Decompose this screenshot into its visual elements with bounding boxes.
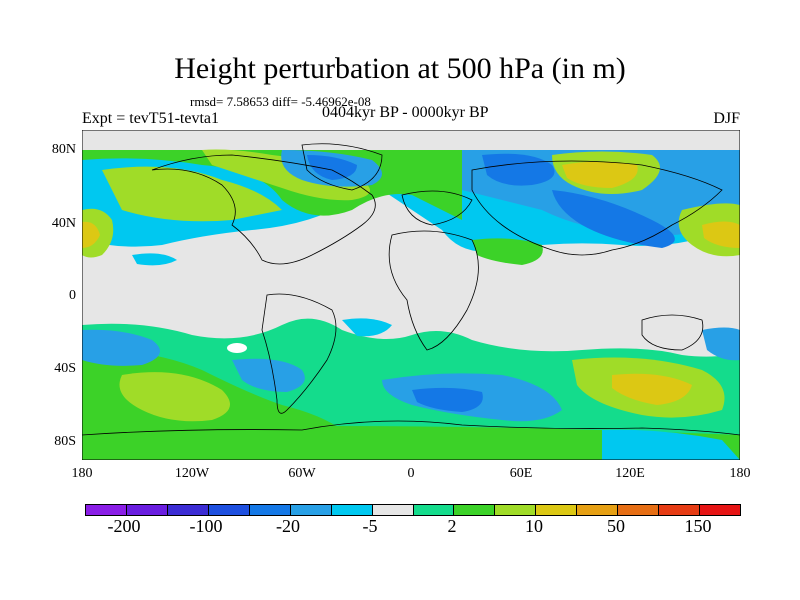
colorbar-label: 150 [684, 516, 712, 536]
colorbar-label: 2 [447, 516, 457, 536]
colorbar-swatch [372, 505, 414, 515]
colorbar-swatch [700, 505, 740, 515]
colorbar-swatch [413, 505, 455, 515]
contour-fill-south [82, 318, 740, 460]
colorbar [85, 504, 741, 516]
colorbar-swatch [167, 505, 209, 515]
colorbar-label: 50 [607, 516, 625, 536]
lon-label: 120W [174, 466, 210, 481]
plot-title: Height perturbation at 500 hPa (in m) [174, 52, 626, 85]
lat-label: 40S [54, 361, 76, 376]
colorbar-swatch [290, 505, 332, 515]
lon-label: 180 [71, 466, 93, 481]
lon-label: 60W [288, 466, 316, 481]
lon-label: 120E [615, 466, 645, 481]
lon-label: 180 [729, 466, 751, 481]
lat-label: 40N [51, 216, 76, 231]
coastlines [82, 143, 740, 436]
lat-label: 80S [54, 434, 76, 449]
colorbar-swatch [618, 505, 660, 515]
contour-map [82, 130, 740, 460]
colorbar-swatch [577, 505, 619, 515]
colorbar-swatch [659, 505, 701, 515]
colorbar-swatch [86, 505, 127, 515]
lon-label: 0 [407, 466, 415, 481]
experiment-label: Expt = tevT51-tevta1 [82, 110, 219, 127]
colorbar-swatch [536, 505, 578, 515]
colorbar-label: -200 [107, 516, 141, 536]
colorbar-swatch [249, 505, 291, 515]
lon-label: 60E [509, 466, 533, 481]
colorbar-swatch [454, 505, 496, 515]
colorbar-label: -100 [189, 516, 223, 536]
season-label: DJF [713, 110, 740, 127]
lat-label: 80N [51, 142, 76, 157]
colorbar-label: -5 [362, 516, 378, 536]
colorbar-label: 10 [525, 516, 543, 536]
colorbar-swatch [126, 505, 168, 515]
colorbar-swatch [208, 505, 250, 515]
stats-subtitle: rmsd= 7.58653 diff= -5.46962e-08 [190, 94, 371, 109]
colorbar-swatch [331, 505, 373, 515]
colorbar-swatch [495, 505, 537, 515]
period-label: 0404kyr BP - 0000kyr BP [322, 104, 489, 121]
colorbar-label: -20 [276, 516, 300, 536]
lat-label: 0 [69, 288, 76, 303]
